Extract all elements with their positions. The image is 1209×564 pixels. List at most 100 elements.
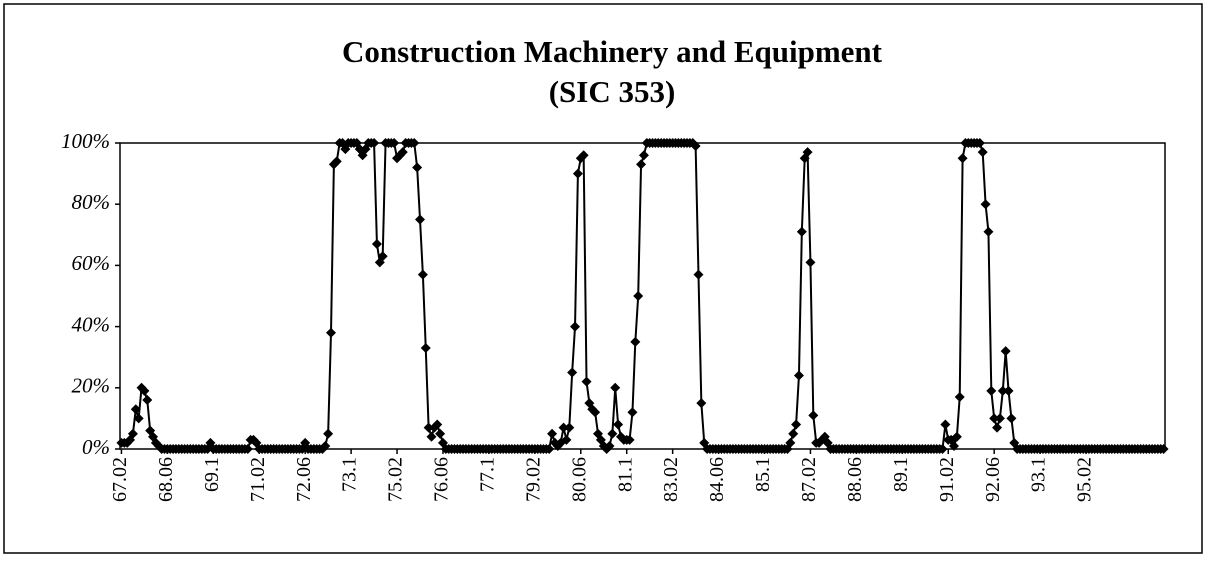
data-point (369, 138, 380, 148)
data-point (690, 141, 701, 152)
x-tick-label: 95.02 (1074, 457, 1096, 502)
data-point (572, 168, 583, 179)
data-point (610, 382, 621, 393)
data-point (693, 269, 704, 280)
data-point (974, 138, 985, 148)
data-point (142, 395, 153, 406)
data-point (371, 238, 382, 249)
data-point (793, 370, 804, 381)
x-tick-label: 76.06 (431, 457, 453, 502)
data-point (997, 385, 1008, 396)
data-point (139, 385, 150, 396)
data-point (567, 367, 578, 378)
data-point (558, 422, 569, 433)
x-tick-label: 75.02 (385, 457, 407, 502)
chart-subtitle: (SIC 353) (549, 74, 676, 109)
data-point (326, 327, 337, 338)
data-point (564, 422, 575, 433)
data-point (607, 428, 618, 439)
data-point (954, 391, 965, 402)
data-point (242, 444, 253, 454)
x-tick-label: 92.06 (982, 457, 1004, 502)
data-point (420, 343, 431, 354)
data-point (627, 407, 638, 418)
x-tick-label: 79.02 (522, 457, 544, 502)
data-point (415, 214, 426, 225)
x-tick-label: 68.06 (155, 457, 177, 502)
data-point (331, 156, 342, 167)
x-tick-label: 73.1 (339, 457, 361, 492)
chart-frame (3, 3, 1203, 554)
data-point (323, 428, 334, 439)
x-tick-label: 67.02 (109, 457, 131, 502)
data-point (570, 321, 581, 332)
data-point (544, 444, 555, 454)
x-tick-label: 85.1 (752, 457, 774, 492)
data-point (389, 138, 400, 148)
data-point (1003, 385, 1014, 396)
data-point (133, 413, 144, 424)
data-point (633, 291, 644, 301)
data-point (547, 428, 558, 439)
x-tick-label: 80.06 (568, 457, 590, 502)
data-point (590, 407, 601, 418)
data-point (377, 251, 388, 262)
data-point (426, 431, 437, 442)
data-point (802, 147, 813, 158)
data-point (948, 440, 959, 451)
x-tick-label: 91.02 (936, 457, 958, 502)
data-point (992, 422, 1003, 433)
data-point (989, 413, 1000, 424)
y-tick-label: 20% (72, 374, 111, 398)
data-point (423, 422, 434, 433)
data-point (805, 257, 816, 268)
data-point (994, 413, 1005, 424)
y-tick-label: 40% (72, 312, 111, 336)
x-tick-label: 83.02 (660, 457, 682, 502)
data-point (320, 440, 331, 451)
data-point (1158, 444, 1169, 454)
data-point (937, 444, 948, 454)
data-point (638, 150, 649, 161)
data-point (788, 428, 799, 439)
data-point (1006, 413, 1017, 424)
y-tick-label: 60% (72, 251, 111, 275)
data-point (561, 434, 572, 445)
data-point (785, 437, 796, 448)
x-tick-label: 87.02 (798, 457, 820, 502)
data-point (986, 385, 997, 396)
x-tick-label: 72.06 (293, 457, 315, 502)
data-point (796, 226, 807, 237)
y-tick-label: 0% (82, 435, 110, 459)
x-tick-label: 88.06 (844, 457, 866, 502)
data-point (130, 404, 141, 415)
data-point (435, 428, 446, 439)
x-tick-label: 77.1 (477, 457, 499, 492)
x-tick-label: 71.02 (247, 457, 269, 502)
data-point (630, 336, 641, 347)
data-point (412, 162, 423, 173)
x-tick-label: 84.06 (706, 457, 728, 502)
data-point (417, 269, 428, 280)
y-tick-label: 80% (72, 190, 111, 214)
data-point (951, 431, 962, 442)
data-point (980, 199, 991, 210)
data-point (983, 226, 994, 237)
data-point (791, 419, 802, 430)
data-point (957, 153, 968, 164)
data-point (581, 376, 592, 387)
data-point (578, 150, 589, 161)
data-point (613, 419, 624, 430)
x-tick-label: 69.1 (201, 457, 223, 492)
x-tick-label: 93.1 (1028, 457, 1050, 492)
chart-title: Construction Machinery and Equipment (342, 34, 883, 69)
data-point (808, 410, 819, 421)
data-point (1000, 346, 1011, 357)
data-point (636, 159, 647, 170)
data-point (604, 440, 615, 451)
data-point (977, 147, 988, 158)
data-point (409, 138, 420, 148)
data-point (397, 147, 408, 158)
data-point (696, 398, 707, 409)
